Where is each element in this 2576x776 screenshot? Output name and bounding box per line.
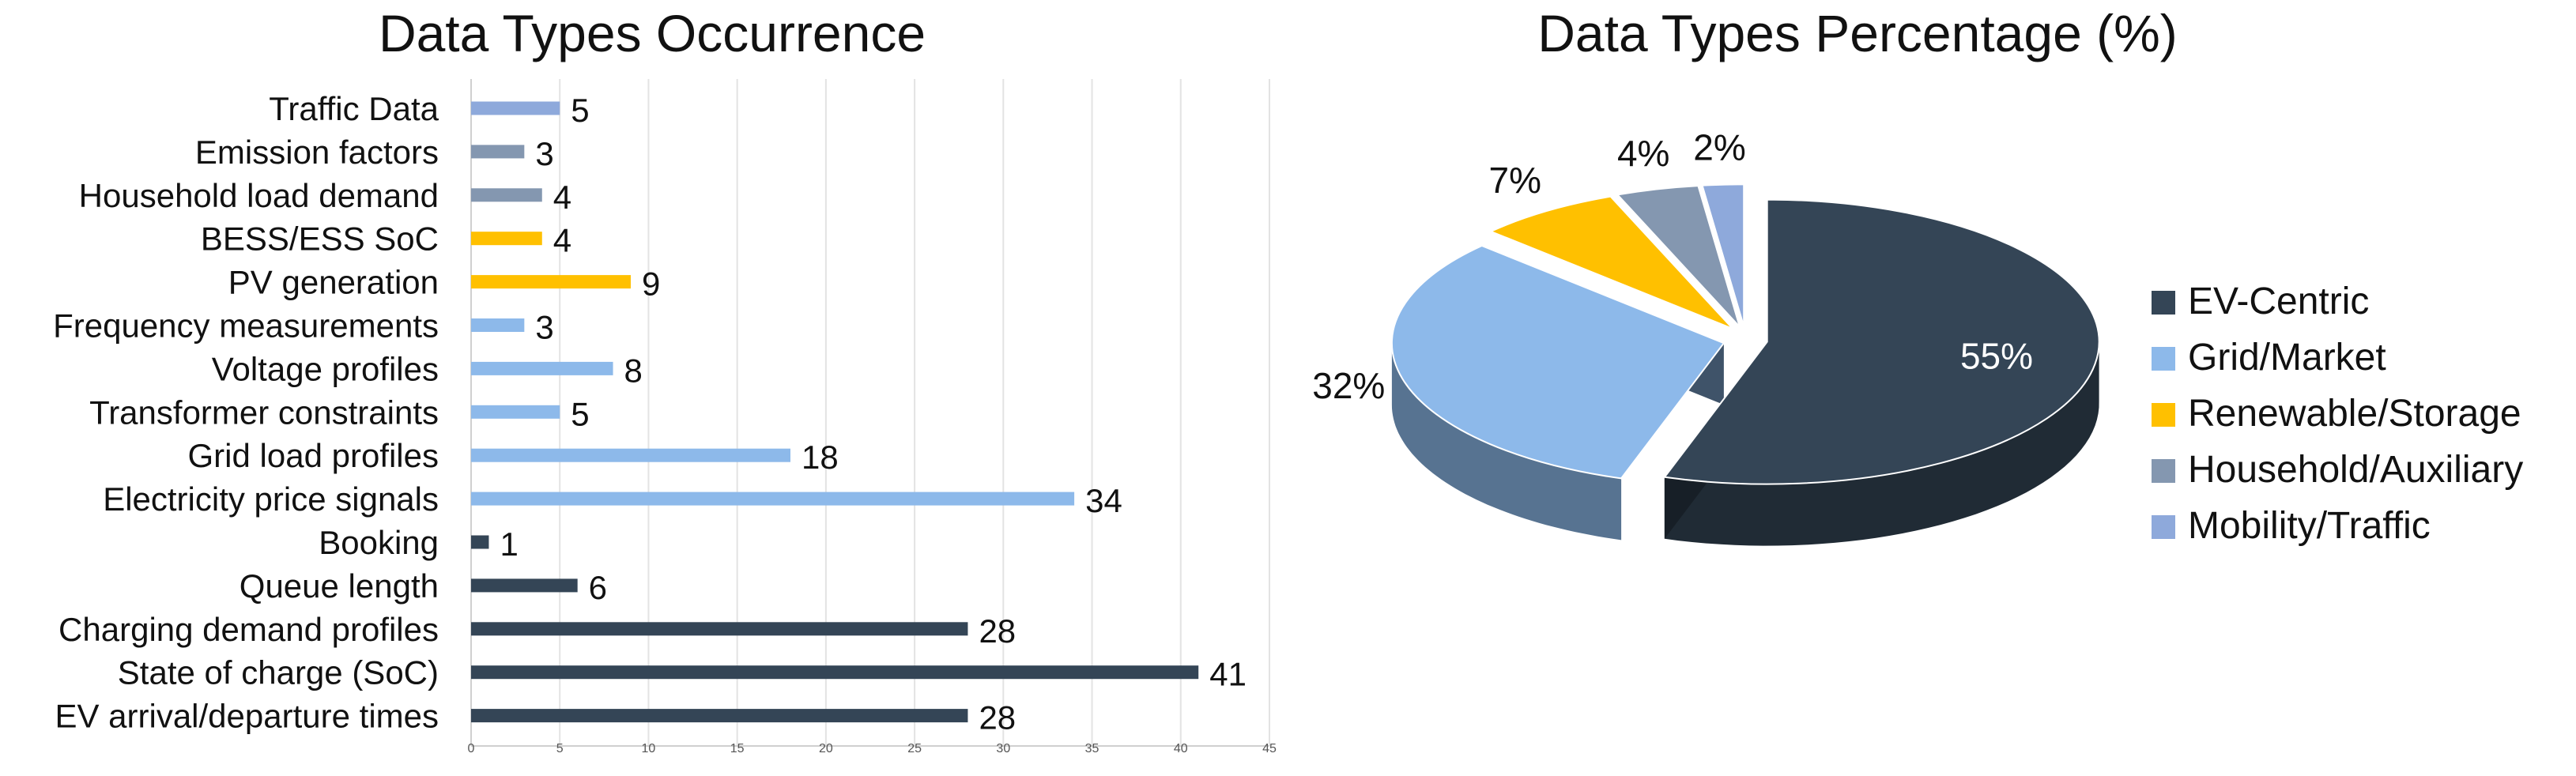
value-label: 4 <box>553 222 571 259</box>
x-tick-label: 10 <box>642 742 656 755</box>
value-label: 3 <box>535 135 553 172</box>
x-tick-label: 25 <box>907 742 922 755</box>
bar <box>471 188 542 202</box>
value-label: 28 <box>979 612 1016 650</box>
bar <box>471 448 790 462</box>
category-label: Traffic Data <box>269 90 439 127</box>
legend-swatch <box>2152 347 2175 371</box>
bar <box>471 578 578 593</box>
x-tick-label: 40 <box>1174 742 1188 755</box>
bar <box>471 232 542 246</box>
category-label: Emission factors <box>195 134 439 171</box>
pie-chart-slice-labels: 55% 32% 7% 4% 2% <box>1312 127 2033 406</box>
category-label: Transformer constraints <box>89 394 439 431</box>
slice <box>1616 185 1741 328</box>
x-tick-label: 15 <box>730 742 745 755</box>
value-label: 5 <box>571 92 589 129</box>
value-label: 4 <box>553 179 571 216</box>
bar-chart-x-tick-labels: 0 5 10 15 20 25 30 35 40 45 <box>468 742 1277 755</box>
value-label: 41 <box>1209 656 1247 693</box>
bar <box>471 101 560 115</box>
bar <box>471 275 631 289</box>
pie-chart: Data Types Percentage (%) 55% 32% 7% 4% 2% E… <box>1312 4 2523 547</box>
x-tick-label: 30 <box>996 742 1010 755</box>
pie-chart-slices <box>1390 183 2100 546</box>
bar-chart: Data Types Occurrence Traffic Data Emissi… <box>53 4 1277 755</box>
category-label: PV generation <box>228 264 439 301</box>
category-label: Queue length <box>239 567 439 605</box>
bar <box>471 145 525 159</box>
value-label: 5 <box>571 395 589 432</box>
category-label: Household load demand <box>79 177 439 214</box>
value-label: 34 <box>1085 482 1122 519</box>
slice-label: 7% <box>1489 160 1541 201</box>
value-label: 6 <box>589 569 607 606</box>
slice-label: 2% <box>1693 127 1745 168</box>
category-label: Electricity price signals <box>103 480 439 518</box>
bar-chart-bars <box>471 101 1199 723</box>
category-label: Frequency measurements <box>53 307 439 345</box>
category-label: Grid load profiles <box>188 437 439 474</box>
x-tick-label: 0 <box>468 742 475 755</box>
legend-swatch <box>2152 403 2175 427</box>
value-label: 8 <box>624 352 643 389</box>
legend-label: Mobility/Traffic <box>2188 505 2431 547</box>
legend-swatch <box>2152 291 2175 315</box>
bar <box>471 622 968 636</box>
category-label: EV arrival/departure times <box>55 698 439 735</box>
slice <box>1663 198 2100 485</box>
value-label: 28 <box>979 699 1016 736</box>
bar <box>471 709 968 723</box>
bar <box>471 361 613 375</box>
category-label: Voltage profiles <box>212 350 439 387</box>
bar-chart-gridlines <box>470 79 1270 747</box>
x-tick-label: 45 <box>1262 742 1277 755</box>
slice-side <box>1664 339 2099 546</box>
slice <box>1390 244 1726 480</box>
bar <box>471 665 1199 680</box>
slice <box>1488 195 1734 330</box>
legend-label: Household/Auxiliary <box>2188 449 2523 491</box>
value-label: 1 <box>500 525 518 563</box>
x-tick-label: 20 <box>819 742 833 755</box>
bar <box>471 405 560 419</box>
bar-chart-category-labels: Traffic Data Emission factors Household lo… <box>53 90 439 735</box>
value-label: 3 <box>535 309 553 346</box>
legend-label: Renewable/Storage <box>2188 393 2521 435</box>
legend-label: Grid/Market <box>2188 337 2386 379</box>
pie-chart-title: Data Types Percentage (%) <box>1537 4 2178 62</box>
category-label: BESS/ESS SoC <box>201 220 439 258</box>
value-label: 9 <box>642 266 660 303</box>
x-tick-label: 5 <box>556 742 564 755</box>
category-label: Charging demand profiles <box>58 611 439 648</box>
slice-label: 4% <box>1617 133 1669 174</box>
category-label: State of charge (SoC) <box>118 654 439 691</box>
bar <box>471 492 1075 506</box>
legend-swatch <box>2152 515 2175 539</box>
legend-label: EV-Centric <box>2188 281 2369 322</box>
bar <box>471 535 489 549</box>
slice <box>1701 183 1745 327</box>
slice-side <box>1391 343 1622 541</box>
slice-label: 32% <box>1312 365 1385 406</box>
bar <box>471 318 525 332</box>
slice-label: 55% <box>1960 335 2033 376</box>
legend-swatch <box>2152 459 2175 483</box>
category-label: Booking <box>319 524 439 561</box>
pie-chart-legend: EV-Centric Grid/Market Renewable/Storage Ho… <box>2152 281 2523 547</box>
bar-chart-title: Data Types Occurrence <box>379 4 926 62</box>
x-tick-label: 35 <box>1085 742 1099 755</box>
value-label: 18 <box>801 439 839 476</box>
